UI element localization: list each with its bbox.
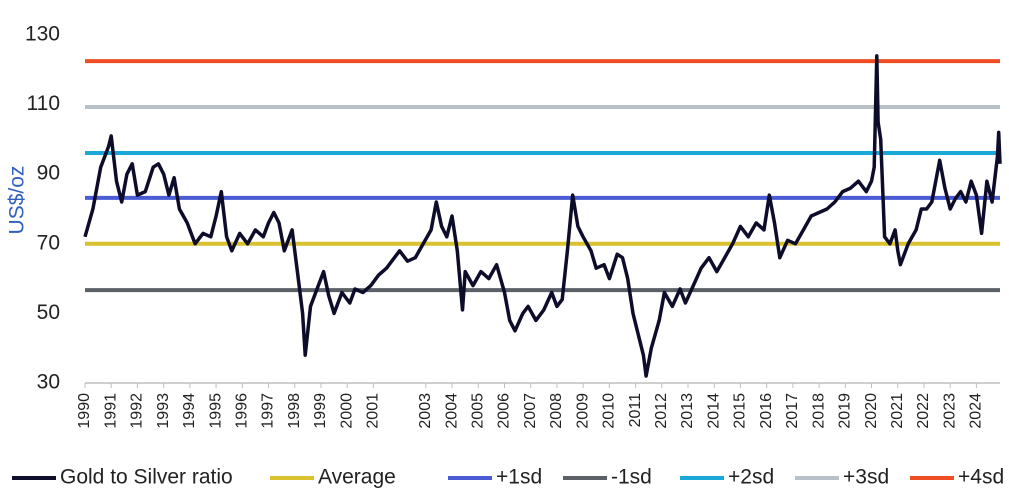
x-tick-label: 1990 (76, 393, 93, 429)
x-tick-label: 1994 (181, 393, 198, 429)
x-tick-label: 2015 (732, 393, 749, 429)
x-tick-label: 2011 (627, 393, 644, 428)
x-tick-label: 2022 (915, 393, 932, 429)
x-tick-label: 2008 (548, 393, 565, 429)
x-tick-label: 2007 (522, 393, 539, 429)
x-tick-label: 2010 (601, 393, 618, 429)
x-tick-label: 2000 (338, 393, 355, 429)
legend-label: -1sd (611, 466, 652, 489)
x-tick-label: 1998 (286, 393, 303, 429)
legend-label: +4sd (958, 466, 1004, 489)
x-tick-label: 2009 (574, 393, 591, 429)
y-tick-label: 30 (37, 371, 60, 394)
x-tick-label: 2004 (443, 393, 460, 429)
x-tick-label: 1991 (102, 393, 119, 429)
x-tick-label: 1993 (155, 393, 172, 429)
legend-label: +3sd (843, 466, 889, 489)
y-tick-label: 90 (37, 162, 60, 185)
y-tick-label: 110 (27, 92, 60, 115)
legend-label: +1sd (496, 466, 542, 489)
y-tick-label: 50 (37, 301, 60, 324)
x-tick-label: 2013 (679, 393, 696, 429)
x-tick-label: 2021 (889, 393, 906, 429)
data-line (83, 54, 1002, 378)
y-axis-label: US$/oz (6, 166, 29, 235)
x-tick-label: 2001 (365, 393, 382, 429)
x-tick-label: 2020 (863, 393, 880, 429)
x-tick-label: 2006 (496, 393, 513, 429)
x-tick-label: 2018 (810, 393, 827, 429)
y-tick-label: 130 (25, 23, 60, 46)
x-tick-label: 1996 (234, 393, 251, 429)
x-tick-label: 2014 (705, 393, 722, 429)
x-tick-label: 1995 (207, 393, 224, 429)
x-tick-label: 2019 (837, 393, 854, 429)
y-tick-label: 70 (37, 231, 60, 254)
x-tick-label: 2023 (941, 393, 958, 429)
x-tick-label: 2016 (758, 393, 775, 429)
x-tick-label: 2024 (968, 393, 985, 429)
legend-label: Gold to Silver ratio (60, 466, 233, 489)
legend-label: Average (318, 466, 396, 489)
legend-label: +2sd (728, 466, 774, 489)
x-tick-label: 2003 (417, 393, 434, 429)
x-tick-label: 2005 (469, 393, 486, 429)
x-tick-label: 1992 (129, 393, 146, 429)
x-tick-label: 2012 (653, 393, 670, 429)
x-tick-label: 1997 (260, 393, 277, 429)
x-tick-label: 2017 (784, 393, 801, 429)
x-tick-label: 1999 (312, 393, 329, 429)
